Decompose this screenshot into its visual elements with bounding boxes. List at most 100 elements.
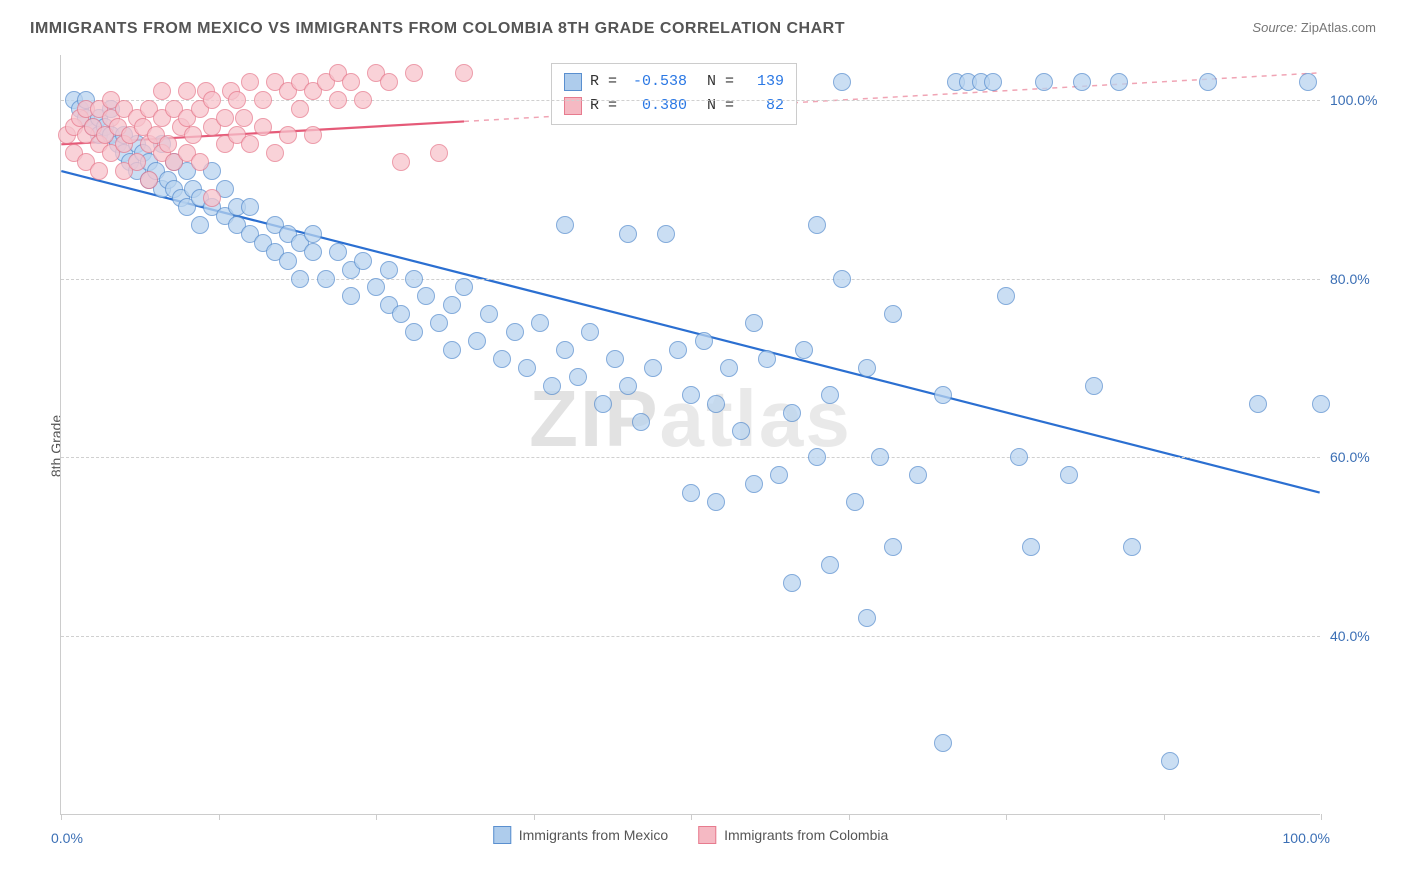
data-point-colombia	[304, 126, 322, 144]
data-point-colombia	[455, 64, 473, 82]
data-point-colombia	[392, 153, 410, 171]
data-point-mexico	[619, 377, 637, 395]
data-point-mexico	[430, 314, 448, 332]
correlation-legend: R =-0.538N =139R = 0.380 N = 82	[551, 63, 797, 125]
data-point-colombia	[254, 91, 272, 109]
data-point-mexico	[1199, 73, 1217, 91]
y-tick-label: 40.0%	[1330, 628, 1390, 644]
data-point-mexico	[732, 422, 750, 440]
data-point-colombia	[342, 73, 360, 91]
data-point-colombia	[191, 153, 209, 171]
data-point-mexico	[1123, 538, 1141, 556]
data-point-mexico	[443, 296, 461, 314]
data-point-mexico	[191, 216, 209, 234]
data-point-mexico	[1299, 73, 1317, 91]
data-point-mexico	[1073, 73, 1091, 91]
source-citation: Source: ZipAtlas.com	[1252, 20, 1376, 35]
y-tick-label: 100.0%	[1330, 92, 1390, 108]
legend-r-value: 0.380	[625, 94, 687, 118]
legend-row: R =-0.538N =139	[564, 70, 784, 94]
data-point-mexico	[493, 350, 511, 368]
data-point-colombia	[380, 73, 398, 91]
data-point-colombia	[354, 91, 372, 109]
data-point-mexico	[808, 448, 826, 466]
legend-n-label: N =	[707, 94, 734, 118]
x-tick-mark	[691, 814, 692, 820]
legend-r-label: R =	[590, 70, 617, 94]
data-point-colombia	[159, 135, 177, 153]
data-point-mexico	[581, 323, 599, 341]
legend-n-value: 82	[748, 94, 784, 118]
data-point-mexico	[556, 216, 574, 234]
data-point-mexico	[531, 314, 549, 332]
data-point-mexico	[758, 350, 776, 368]
data-point-mexico	[543, 377, 561, 395]
data-point-mexico	[821, 386, 839, 404]
data-point-colombia	[329, 91, 347, 109]
data-point-colombia	[228, 91, 246, 109]
scatter-plot: ZIPatlas R =-0.538N =139R =0.380N =82 Im…	[60, 55, 1320, 815]
data-point-mexico	[707, 395, 725, 413]
x-tick-mark	[1321, 814, 1322, 820]
data-point-mexico	[884, 305, 902, 323]
data-point-mexico	[858, 359, 876, 377]
x-tick-mark	[1164, 814, 1165, 820]
data-point-mexico	[241, 198, 259, 216]
data-point-mexico	[745, 475, 763, 493]
data-point-mexico	[619, 225, 637, 243]
data-point-mexico	[405, 270, 423, 288]
data-point-mexico	[367, 278, 385, 296]
data-point-mexico	[821, 556, 839, 574]
data-point-colombia	[241, 135, 259, 153]
data-point-mexico	[682, 484, 700, 502]
data-point-colombia	[140, 171, 158, 189]
data-point-mexico	[518, 359, 536, 377]
gridline-h	[61, 636, 1320, 637]
data-point-colombia	[254, 118, 272, 136]
data-point-colombia	[203, 189, 221, 207]
legend-row: R =0.380N =82	[564, 94, 784, 118]
data-point-mexico	[934, 386, 952, 404]
data-point-colombia	[184, 126, 202, 144]
data-point-mexico	[682, 386, 700, 404]
data-point-mexico	[632, 413, 650, 431]
data-point-mexico	[1249, 395, 1267, 413]
trend-line-mexico	[61, 171, 1319, 492]
data-point-mexico	[884, 538, 902, 556]
data-point-mexico	[569, 368, 587, 386]
data-point-mexico	[1085, 377, 1103, 395]
y-tick-label: 80.0%	[1330, 271, 1390, 287]
series-legend-label: Immigrants from Colombia	[724, 824, 888, 846]
x-axis-min-label: 0.0%	[51, 830, 83, 846]
data-point-mexico	[455, 278, 473, 296]
series-legend-item: Immigrants from Colombia	[698, 824, 888, 846]
data-point-mexico	[871, 448, 889, 466]
data-point-colombia	[203, 91, 221, 109]
data-point-mexico	[556, 341, 574, 359]
data-point-mexico	[745, 314, 763, 332]
data-point-mexico	[304, 225, 322, 243]
data-point-mexico	[657, 225, 675, 243]
data-point-mexico	[342, 287, 360, 305]
data-point-colombia	[266, 144, 284, 162]
x-tick-mark	[219, 814, 220, 820]
legend-swatch	[493, 826, 511, 844]
data-point-colombia	[90, 162, 108, 180]
x-tick-mark	[61, 814, 62, 820]
legend-swatch	[564, 73, 582, 91]
series-legend-label: Immigrants from Mexico	[519, 824, 668, 846]
data-point-colombia	[153, 82, 171, 100]
data-point-colombia	[128, 153, 146, 171]
data-point-mexico	[909, 466, 927, 484]
data-point-colombia	[405, 64, 423, 82]
data-point-colombia	[216, 109, 234, 127]
data-point-mexico	[329, 243, 347, 261]
gridline-h	[61, 457, 1320, 458]
x-tick-mark	[376, 814, 377, 820]
data-point-mexico	[1110, 73, 1128, 91]
data-point-mexico	[506, 323, 524, 341]
legend-n-label: N =	[707, 70, 734, 94]
data-point-mexico	[468, 332, 486, 350]
data-point-mexico	[380, 261, 398, 279]
data-point-colombia	[279, 126, 297, 144]
